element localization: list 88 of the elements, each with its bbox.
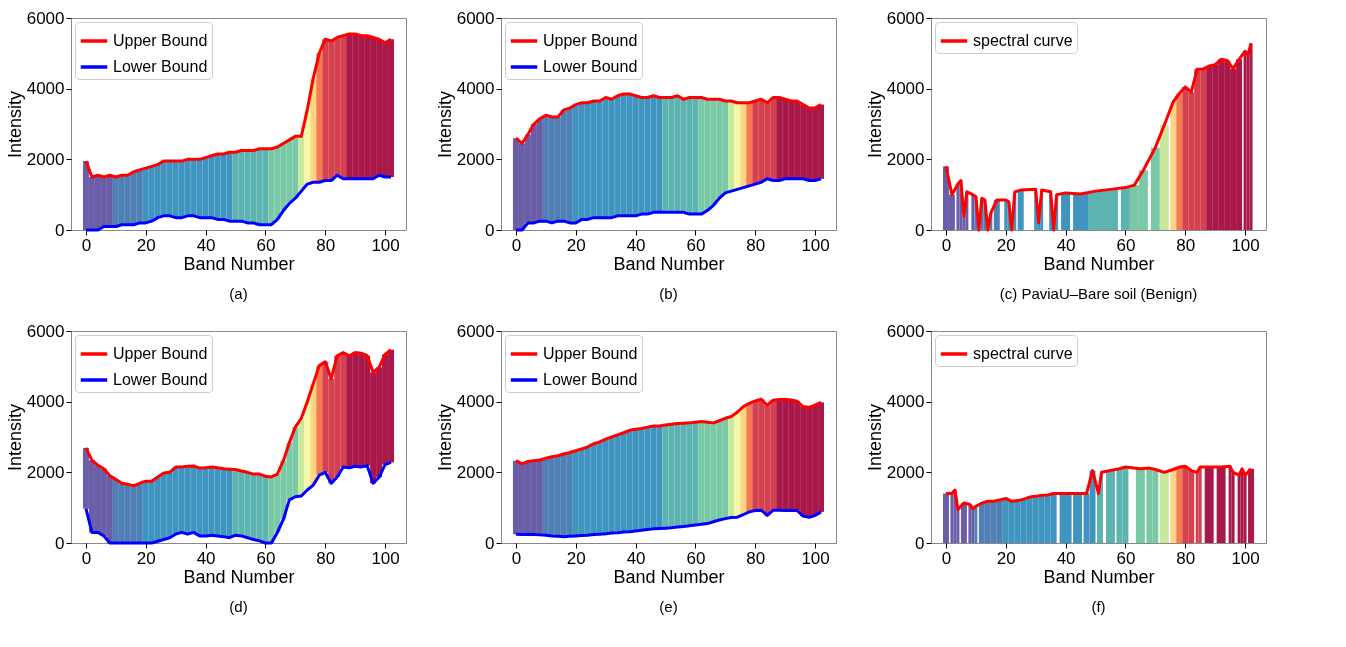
x-tick-label: 60 — [256, 235, 276, 255]
legend-label: Upper Bound — [113, 32, 208, 49]
y-tick-label: 0 — [915, 220, 925, 240]
y-tick-label: 6000 — [886, 321, 925, 341]
x-tick-label: 100 — [371, 235, 400, 255]
y-tick-label: 2000 — [886, 462, 925, 482]
x-tick-label: 80 — [316, 548, 336, 568]
y-tick-label: 4000 — [26, 392, 65, 412]
x-tick-label: 0 — [81, 235, 92, 255]
y-axis-title: Intensity — [864, 403, 885, 472]
x-tick-label: 40 — [626, 548, 646, 568]
x-tick-label: 20 — [996, 235, 1016, 255]
x-tick-label: 40 — [1056, 235, 1076, 255]
x-tick-label: 80 — [1176, 548, 1196, 568]
legend-label: spectral curve — [973, 345, 1073, 362]
x-tick-label: 60 — [686, 548, 706, 568]
y-tick-label: 6000 — [886, 8, 925, 28]
text: (f) — [1091, 598, 1106, 615]
y-tick-label: 6000 — [456, 8, 495, 28]
y-tick-label: 4000 — [26, 79, 65, 99]
legend-label: Lower Bound — [543, 371, 638, 388]
x-tick-label: 20 — [566, 548, 586, 568]
x-tick-label: 80 — [316, 235, 336, 255]
x-tick-label: 40 — [1056, 548, 1076, 568]
text: (c) PaviaU–Bare soil (Benign) — [999, 285, 1198, 302]
x-tick-label: 60 — [1116, 235, 1136, 255]
x-tick-label: 80 — [746, 235, 766, 255]
x-tick-label: 0 — [81, 548, 92, 568]
x-tick-label: 80 — [1176, 235, 1196, 255]
y-tick-label: 0 — [485, 220, 495, 240]
x-axis-title: Band Number — [613, 566, 725, 587]
y-axis-title: Intensity — [434, 90, 455, 159]
x-tick-label: 20 — [566, 235, 586, 255]
y-tick-label: 0 — [915, 533, 925, 553]
x-axis-title: Band Number — [613, 253, 725, 274]
x-axis-title: Band Number — [1043, 566, 1155, 587]
y-tick-label: 2000 — [456, 149, 495, 169]
y-axis-title: Intensity — [864, 90, 885, 159]
legend-label: Lower Bound — [543, 58, 638, 75]
legend-label: Upper Bound — [113, 345, 208, 362]
y-axis-title: Intensity — [4, 403, 25, 472]
y-tick-label: 6000 — [26, 321, 65, 341]
y-tick-label: 2000 — [886, 149, 925, 169]
y-tick-label: 0 — [55, 220, 65, 240]
y-tick-label: 0 — [485, 533, 495, 553]
y-tick-label: 2000 — [26, 149, 65, 169]
x-axis-title: Band Number — [183, 566, 295, 587]
x-tick-label: 60 — [1116, 548, 1136, 568]
y-tick-label: 2000 — [26, 462, 65, 482]
x-tick-label: 0 — [941, 235, 952, 255]
x-tick-label: 20 — [996, 548, 1016, 568]
x-tick-label: 0 — [511, 548, 522, 568]
x-tick-label: 100 — [1231, 548, 1260, 568]
legend-label: Lower Bound — [113, 58, 208, 75]
x-tick-label: 100 — [371, 548, 400, 568]
x-tick-label: 40 — [196, 548, 216, 568]
legend-label: spectral curve — [973, 32, 1073, 49]
x-tick-label: 80 — [746, 548, 766, 568]
y-tick-label: 6000 — [26, 8, 65, 28]
text: (e) — [659, 598, 678, 615]
x-tick-label: 60 — [256, 548, 276, 568]
y-tick-label: 4000 — [886, 79, 925, 99]
x-tick-label: 0 — [511, 235, 522, 255]
x-tick-label: 20 — [136, 548, 156, 568]
x-tick-label: 100 — [801, 235, 830, 255]
legend-label: Upper Bound — [543, 345, 638, 362]
x-axis-title: Band Number — [183, 253, 295, 274]
x-tick-label: 20 — [136, 235, 156, 255]
text: (a) — [229, 285, 248, 302]
x-tick-label: 100 — [801, 548, 830, 568]
x-tick-label: 60 — [686, 235, 706, 255]
y-axis-title: Intensity — [4, 90, 25, 159]
y-tick-label: 6000 — [456, 321, 495, 341]
x-tick-label: 40 — [196, 235, 216, 255]
y-tick-label: 2000 — [456, 462, 495, 482]
y-tick-label: 4000 — [456, 392, 495, 412]
legend-label: Lower Bound — [113, 371, 208, 388]
y-tick-label: 4000 — [456, 79, 495, 99]
y-tick-label: 0 — [55, 533, 65, 553]
text: (d) — [229, 598, 248, 615]
x-axis-title: Band Number — [1043, 253, 1155, 274]
x-tick-label: 40 — [626, 235, 646, 255]
y-axis-title: Intensity — [434, 403, 455, 472]
legend-label: Upper Bound — [543, 32, 638, 49]
y-tick-label: 4000 — [886, 392, 925, 412]
text: (b) — [659, 285, 678, 302]
x-tick-label: 0 — [941, 548, 952, 568]
x-tick-label: 100 — [1231, 235, 1260, 255]
